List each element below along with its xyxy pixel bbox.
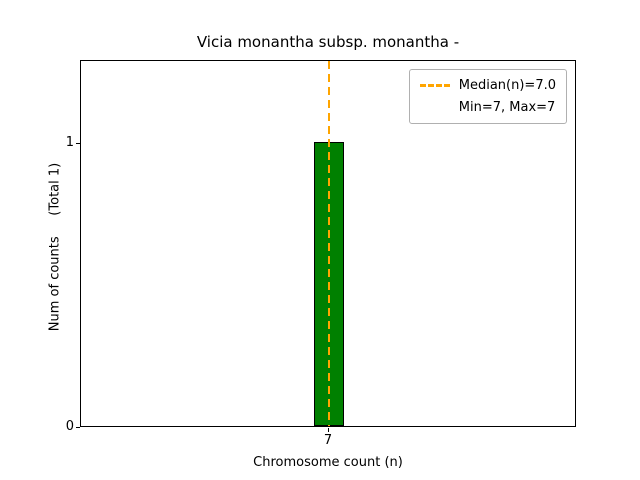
y-tick-label-0: 0	[65, 419, 74, 434]
x-tick-mark-0	[328, 428, 329, 432]
median-line	[328, 61, 330, 426]
y-axis-label: Num of counts (Total 1)	[47, 162, 63, 332]
legend-label-minmax: Min=7, Max=7	[458, 100, 556, 115]
y-tick-mark-1	[76, 142, 80, 144]
x-tick-label-0: 7	[323, 433, 333, 448]
plot-area: Median(n)=7.0 Min=7, Max=7	[80, 60, 576, 427]
legend: Median(n)=7.0 Min=7, Max=7	[408, 69, 567, 124]
legend-entry-minmax: Min=7, Max=7	[420, 100, 556, 115]
legend-label-median: Median(n)=7.0	[458, 78, 556, 93]
legend-entry-median: Median(n)=7.0	[419, 78, 556, 93]
y-tick-mark-0	[76, 427, 80, 428]
x-axis-label: Chromosome count (n)	[253, 455, 403, 470]
chart-title: Vicia monantha subsp. monantha -	[196, 33, 460, 51]
y-tick-label-1: 1	[65, 134, 74, 150]
median-dashed-line-swatch	[419, 84, 450, 87]
